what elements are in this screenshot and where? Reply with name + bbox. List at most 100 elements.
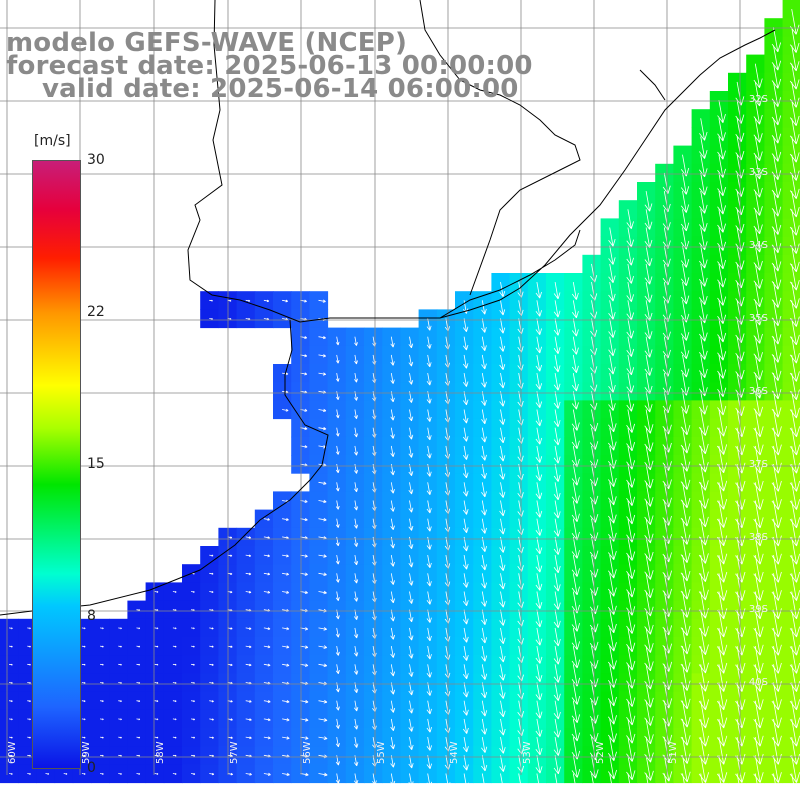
wind-arrow bbox=[716, 700, 728, 729]
wind-arrow bbox=[535, 755, 543, 774]
wind-arrow bbox=[644, 664, 654, 690]
wind-arrow bbox=[245, 718, 252, 721]
wind-arrow bbox=[462, 391, 469, 406]
wind-arrow bbox=[735, 773, 746, 800]
colorbar bbox=[32, 160, 81, 769]
lon-label: 52W bbox=[595, 741, 606, 764]
wind-arrow bbox=[608, 573, 617, 597]
wind-arrow bbox=[481, 300, 487, 315]
wind-arrow bbox=[553, 773, 561, 793]
wind-arrow bbox=[753, 555, 764, 583]
wind-arrow bbox=[626, 773, 636, 799]
wind-arrow bbox=[263, 299, 270, 303]
wind-arrow bbox=[789, 609, 800, 638]
lon-label: 56W bbox=[302, 741, 313, 764]
wind-arrow bbox=[81, 681, 86, 684]
wind-arrow bbox=[245, 645, 252, 649]
wind-arrow bbox=[735, 336, 745, 362]
wind-arrow bbox=[282, 663, 290, 667]
wind-arrow bbox=[154, 627, 159, 630]
wind-arrow bbox=[571, 737, 581, 760]
wind-arrow bbox=[390, 373, 395, 384]
wind-arrow bbox=[535, 282, 542, 299]
wind-cell bbox=[782, 382, 800, 401]
wind-arrow bbox=[607, 773, 618, 798]
wind-arrow bbox=[282, 699, 290, 704]
wind-arrow bbox=[318, 627, 327, 631]
wind-arrow bbox=[154, 681, 159, 684]
wind-arrow bbox=[717, 336, 727, 361]
wind-arrow bbox=[263, 536, 270, 539]
wind-arrow bbox=[753, 700, 764, 729]
wind-arrow bbox=[789, 45, 800, 72]
wind-arrow bbox=[426, 573, 432, 587]
lon-label: 53W bbox=[522, 741, 533, 764]
wind-arrow bbox=[535, 336, 543, 354]
wind-arrow bbox=[300, 499, 308, 503]
wind-arrow bbox=[282, 408, 289, 412]
wind-arrow bbox=[698, 609, 709, 637]
wind-arrow bbox=[9, 645, 13, 648]
wind-cell bbox=[782, 327, 800, 347]
wind-arrow bbox=[390, 500, 395, 512]
wind-arrow bbox=[390, 409, 395, 421]
wind-cell bbox=[782, 218, 800, 238]
wind-arrow bbox=[735, 464, 746, 492]
wind-arrow bbox=[771, 373, 782, 400]
wind-arrow bbox=[354, 500, 359, 511]
wind-arrow bbox=[9, 736, 13, 739]
wind-arrow bbox=[571, 336, 579, 355]
wind-arrow bbox=[571, 391, 579, 410]
wind-arrow bbox=[680, 482, 691, 509]
wind-arrow bbox=[318, 354, 327, 358]
wind-arrow bbox=[499, 646, 506, 663]
wind-arrow bbox=[680, 409, 691, 436]
wind-arrow bbox=[408, 482, 414, 495]
wind-arrow bbox=[789, 282, 800, 309]
wind-arrow bbox=[626, 500, 636, 525]
wind-arrow bbox=[789, 627, 800, 656]
wind-arrow bbox=[9, 772, 13, 775]
wind-arrow bbox=[136, 754, 141, 757]
wind-arrow bbox=[191, 700, 195, 703]
wind-arrow bbox=[680, 154, 690, 177]
wind-arrow bbox=[789, 646, 800, 674]
wind-arrow bbox=[644, 609, 654, 635]
wind-arrow bbox=[698, 536, 709, 564]
wind-arrow bbox=[300, 772, 309, 777]
wind-arrow bbox=[771, 682, 782, 711]
wind-arrow bbox=[553, 482, 561, 501]
wind-arrow bbox=[462, 464, 469, 479]
wind-arrow bbox=[771, 227, 782, 254]
wind-arrow bbox=[699, 318, 708, 342]
wind-arrow bbox=[698, 555, 709, 582]
wind-arrow bbox=[499, 627, 506, 645]
wind-arrow bbox=[680, 191, 690, 213]
wind-arrow bbox=[589, 718, 599, 742]
wind-arrow bbox=[535, 609, 543, 628]
lon-label: 57W bbox=[229, 741, 240, 764]
wind-arrow bbox=[789, 245, 800, 273]
wind-arrow bbox=[499, 682, 506, 699]
wind-arrow bbox=[644, 700, 654, 726]
wind-arrow bbox=[318, 590, 327, 595]
wind-arrow bbox=[300, 445, 308, 449]
wind-arrow bbox=[644, 427, 654, 452]
wind-arrow bbox=[735, 318, 745, 343]
wind-arrow bbox=[81, 754, 86, 757]
wind-arrow bbox=[626, 646, 636, 671]
wind-arrow bbox=[608, 627, 617, 652]
wind-arrow bbox=[662, 627, 673, 654]
wind-arrow bbox=[335, 518, 340, 528]
wind-arrow bbox=[662, 609, 673, 636]
wind-arrow bbox=[771, 591, 782, 620]
wind-arrow bbox=[318, 481, 327, 485]
wind-arrow bbox=[717, 354, 727, 379]
wind-arrow bbox=[481, 409, 487, 425]
wind-arrow bbox=[771, 482, 782, 510]
wind-arrow bbox=[753, 755, 764, 783]
wind-arrow bbox=[426, 609, 432, 623]
wind-arrow bbox=[626, 573, 636, 598]
wind-arrow bbox=[607, 682, 617, 707]
wind-arrow bbox=[735, 482, 746, 510]
